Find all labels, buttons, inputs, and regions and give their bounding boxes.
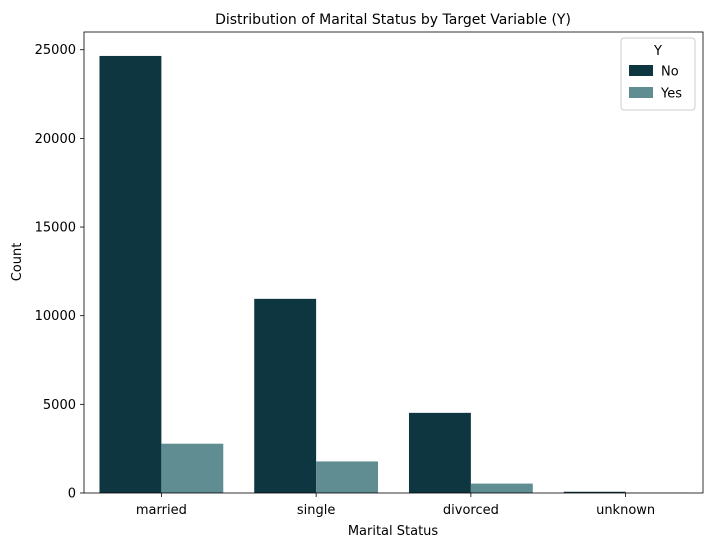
y-tick-label-5000: 5000	[43, 398, 76, 413]
y-tick-label-10000: 10000	[35, 309, 76, 324]
x-axis-label: Marital Status	[348, 524, 439, 539]
x-tick-label-unknown: unknown	[596, 503, 655, 518]
bar-yes-divorced	[471, 484, 533, 493]
legend-title: Y	[653, 44, 662, 59]
y-tick-label-25000: 25000	[35, 43, 76, 58]
legend-swatch-yes	[629, 87, 653, 98]
bar-yes-single	[316, 461, 378, 493]
x-tick-label-single: single	[297, 503, 336, 518]
x-tick-label-married: married	[136, 503, 187, 518]
legend: Y No Yes	[621, 38, 695, 110]
y-tick-label-15000: 15000	[35, 221, 76, 236]
y-tick-label-20000: 20000	[35, 132, 76, 147]
bar-no-divorced	[409, 413, 471, 493]
axes-frame	[84, 32, 703, 493]
x-tick-label-divorced: divorced	[443, 503, 499, 518]
y-axis-label: Count	[10, 243, 25, 282]
bar-no-single	[254, 299, 316, 493]
legend-swatch-no	[629, 65, 653, 76]
legend-label-no: No	[661, 65, 679, 80]
plot-area	[99, 56, 687, 493]
legend-label-yes: Yes	[660, 87, 682, 102]
chart-title: Distribution of Marital Status by Target…	[215, 12, 571, 28]
y-tick-label-0: 0	[68, 487, 76, 502]
bar-no-married	[99, 56, 161, 493]
bar-yes-married	[161, 444, 223, 493]
